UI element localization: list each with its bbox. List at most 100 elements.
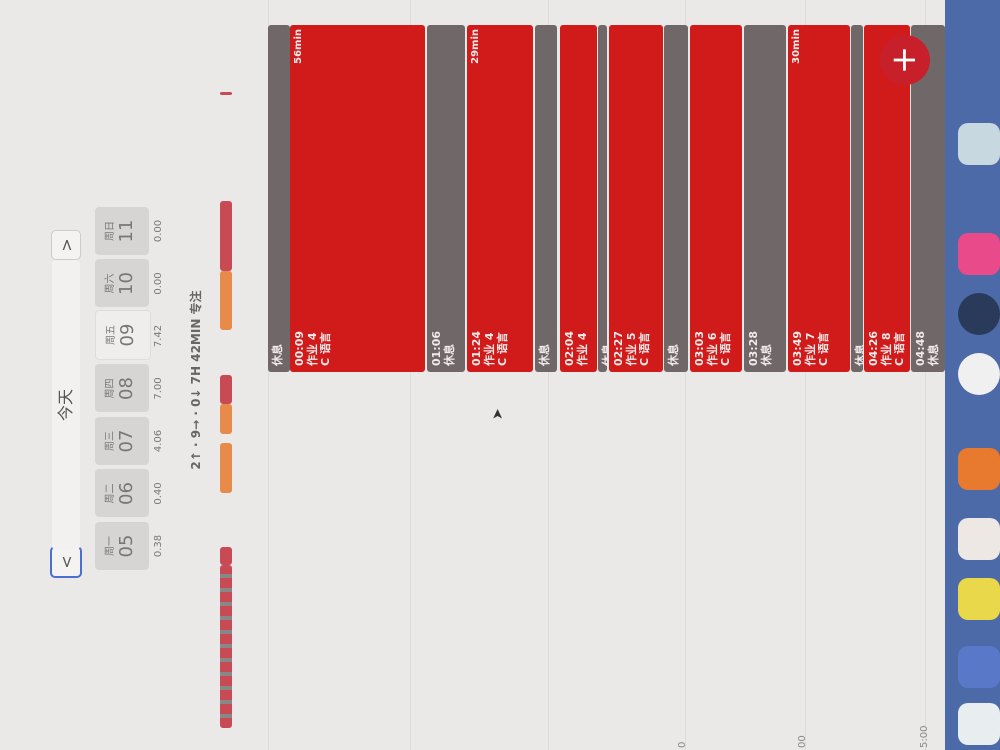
hour-label: 00 [797,735,808,748]
day-cell[interactable]: 周一 05 [95,522,149,570]
day-value: 0.38 [153,534,164,558]
block-line: 02:04 [563,330,576,366]
block-line: 04:26 [867,330,880,366]
date-label: 05 [116,534,137,558]
weekday-label: 周四 [105,378,116,399]
block-line: C 语言 [719,332,732,366]
block-line: 作业 4 [306,332,319,366]
day-cell[interactable]: 周四 08 [95,364,149,413]
notes-icon[interactable] [958,703,1000,745]
hour-label: 0 [677,741,688,748]
circle-app-icon[interactable] [958,293,1000,335]
block-text: 休息 [854,344,863,366]
block-line: 01:06 [430,330,443,366]
rest-block[interactable]: 休息 [598,25,607,372]
date-label: 11 [116,219,137,243]
weekday-label: 周六 [105,273,116,294]
block-line: 休息 [854,344,863,366]
block-line: 作业 6 [706,332,719,366]
focus-session-block[interactable]: 02:04 作业 4 [560,25,597,372]
clock-icon[interactable] [958,518,1000,560]
block-line: 03:49 [791,330,804,366]
day-value: 7.00 [153,377,164,400]
block-text: 01:06 休息 [430,331,456,366]
block-line: 作业 8 [880,332,893,366]
yellow-app-icon[interactable] [958,578,1000,620]
timeline-segment [220,404,232,434]
weekday-label: 周五 [106,325,117,345]
day-cell[interactable]: 周日 11 [95,207,149,255]
add-button[interactable]: + [880,35,930,85]
duration-label: 56min [293,29,304,64]
rest-block[interactable]: 03:28 休息 [744,25,786,372]
date-label: 10 [116,272,137,295]
block-line: 作业 4 [576,332,589,366]
duration-label: 29min [470,29,481,64]
date-label: 09 [117,323,138,347]
hour-label: 5:00 [919,725,930,748]
timeline-segment [220,271,232,330]
block-line: 休息 [538,344,551,366]
day-cell[interactable]: 周三 07 [95,417,149,465]
timeline-segment [220,565,232,728]
date-label: 06 [116,482,137,505]
trash-icon[interactable] [958,123,1000,165]
day-value: 7.42 [153,324,164,348]
mouse-cursor-icon: ➤ [490,408,506,420]
block-text: 04:48 休息 [914,331,940,366]
page-title: 今天 [52,260,80,550]
block-line: 00:09 [293,330,306,366]
weekday-label: 周三 [105,431,116,451]
day-value: 0.00 [153,219,164,243]
rest-block[interactable]: 01:06 休息 [427,25,465,372]
timeline-segment [220,547,232,565]
day-value: 0.00 [153,272,164,295]
block-line: 作业 4 [483,332,496,366]
timeline-segment [220,375,232,404]
day-cell[interactable]: 周六 10 [95,259,149,308]
day-value: 4.06 [153,429,164,453]
day-value: 0.40 [153,482,164,505]
block-line: 休息 [667,344,680,366]
day-cell[interactable]: 周二 06 [95,469,149,518]
flower-app-icon[interactable] [958,448,1000,490]
block-line: 04:48 [914,330,927,366]
chevron-right-icon[interactable]: > [51,230,81,260]
block-line: C 语言 [893,332,906,366]
date-label: 08 [116,377,137,400]
block-line: 01:24 [470,330,483,366]
block-line: C 语言 [319,332,332,366]
timeline-segment [220,201,232,271]
bilibili-icon[interactable] [958,233,1000,275]
chrome-icon[interactable] [958,353,1000,395]
block-line: C 语言 [496,332,509,366]
rest-block[interactable]: 休息 [664,25,688,372]
rest-block[interactable]: 休息 [268,25,290,372]
block-line: C 语言 [638,332,651,366]
date-label: 07 [116,429,137,453]
weekday-label: 周日 [105,221,116,241]
rest-block[interactable]: 休息 [535,25,557,372]
app-icon[interactable] [958,646,1000,688]
block-text: 休息 [271,344,284,366]
block-text: 03:28 休息 [747,331,773,366]
focus-summary: 2↑ · 9→ · 0↓ 7H 42MIN 专注 [189,290,203,470]
chevron-left-icon[interactable]: < [50,546,82,578]
block-line: 休息 [760,344,773,366]
block-text: 休息 [601,344,607,366]
block-line: 作业 7 [804,332,817,366]
weekday-label: 周二 [105,483,116,504]
rest-block[interactable]: 休息 [851,25,863,372]
block-line: 03:03 [693,330,706,366]
timeline-segment [220,92,232,95]
day-cell[interactable]: 周五 09 [95,310,151,360]
block-line: 02:27 [612,330,625,366]
